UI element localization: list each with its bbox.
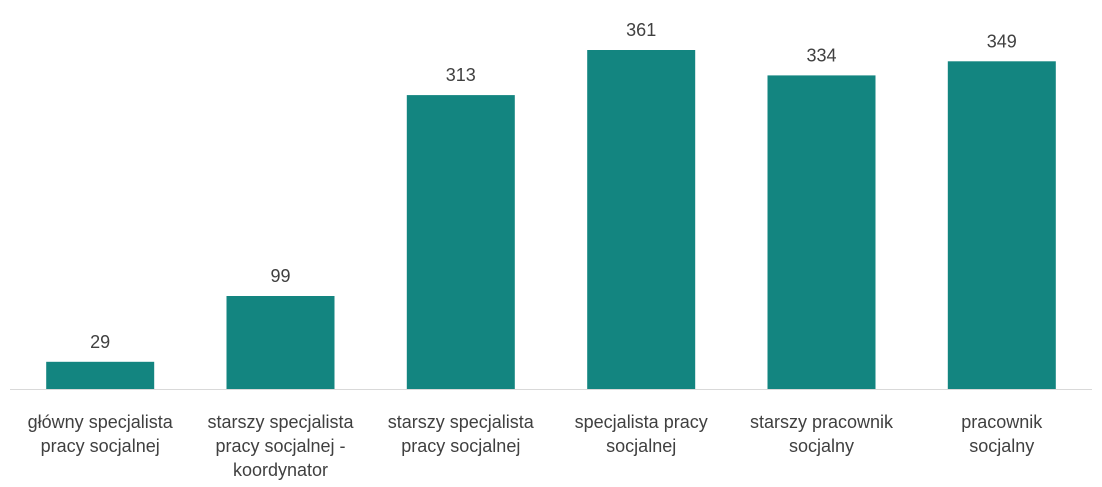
data-label-6: 349	[987, 31, 1017, 51]
category-label-1: główny specjalista pracy socjalnej	[28, 412, 174, 456]
category-label-3: starszy specjalista pracy socjalnej	[388, 412, 535, 456]
category-label-6: pracownik socjalny	[961, 412, 1043, 456]
category-label-line: specjalista pracy	[575, 412, 708, 432]
data-label-5: 334	[806, 45, 836, 65]
category-label-2: starszy specjalista pracy socjalnej - koor…	[207, 412, 354, 480]
data-label-4: 361	[626, 20, 656, 40]
category-label-line: starszy specjalista	[207, 412, 354, 432]
category-label-line: pracownik	[961, 412, 1043, 432]
category-label-5: starszy pracownik socjalny	[750, 412, 894, 456]
category-label-4: specjalista pracy socjalnej	[575, 412, 708, 456]
bar-4	[587, 50, 696, 389]
category-label-line: starszy pracownik	[750, 412, 894, 432]
category-label-line: główny specjalista	[28, 412, 174, 432]
bar-6	[947, 61, 1056, 390]
data-label-2: 99	[270, 266, 290, 286]
bar-5	[767, 75, 876, 390]
category-label-line: koordynator	[233, 460, 328, 480]
category-label-line: pracy socjalnej	[401, 436, 520, 456]
category-label-line: socjalny	[969, 436, 1034, 456]
category-label-line: starszy specjalista	[388, 412, 535, 432]
bar-3	[406, 95, 515, 389]
category-label-line: socjalnej	[606, 436, 676, 456]
category-label-line: pracy socjalnej	[41, 436, 160, 456]
category-label-line: pracy socjalnej -	[215, 436, 345, 456]
data-label-1: 29	[90, 332, 110, 352]
category-label-line: socjalny	[789, 436, 854, 456]
bar-1	[46, 361, 155, 389]
data-label-3: 313	[446, 65, 476, 85]
bar-2	[226, 296, 335, 389]
